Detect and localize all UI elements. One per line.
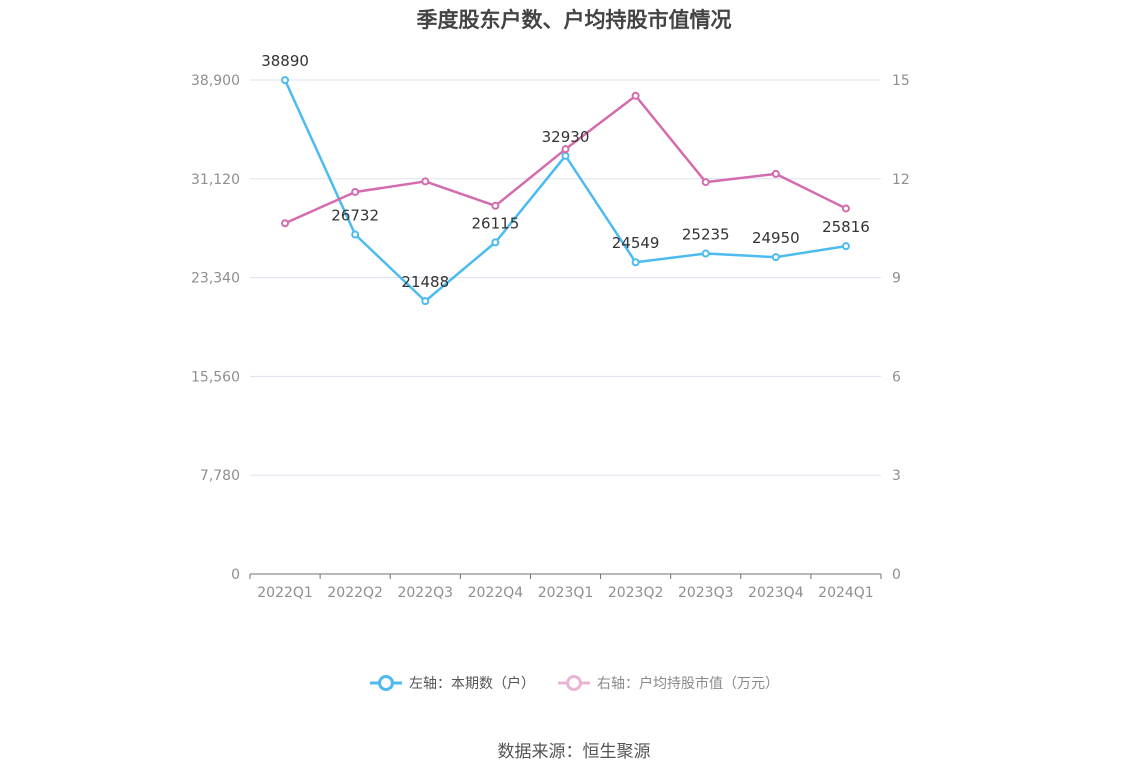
left-axis-tick-label: 0 (231, 567, 240, 583)
data-label: 25235 (682, 226, 730, 244)
data-point-1 (631, 258, 640, 267)
legend-swatch-holders-icon (370, 675, 402, 691)
data-label: 25816 (822, 218, 870, 236)
data-point-2 (631, 91, 640, 100)
left-axis-tick-label: 31,120 (191, 172, 240, 188)
data-point-1 (701, 249, 710, 258)
right-axis-tick-label: 3 (892, 468, 901, 484)
chart-title: 季度股东户数、户均持股市值情况 (416, 8, 732, 32)
x-axis-tick-label: 2022Q4 (468, 585, 524, 601)
data-point-2 (281, 219, 290, 228)
data-label: 32930 (542, 128, 590, 146)
x-axis-tick-label: 2023Q4 (748, 585, 804, 601)
data-label: 24950 (752, 229, 800, 247)
data-point-2 (421, 177, 430, 186)
left-axis-tick-label: 7,780 (200, 468, 240, 484)
source-note: 数据来源：恒生聚源 (497, 742, 651, 762)
left-axis-tick-label: 15,560 (191, 369, 240, 385)
x-axis-tick-label: 2023Q1 (538, 585, 594, 601)
data-label: 24549 (612, 234, 660, 252)
data-point-1 (561, 151, 570, 160)
data-point-2 (351, 187, 360, 196)
x-axis-tick-label: 2022Q2 (327, 585, 383, 601)
x-axis-tick-label: 2022Q1 (257, 585, 313, 601)
x-axis-tick-label: 2023Q3 (678, 585, 734, 601)
data-label: 38890 (261, 52, 309, 70)
right-axis-tick-label: 9 (892, 271, 901, 287)
data-point-1 (841, 242, 850, 251)
data-point-1 (281, 76, 290, 85)
data-point-1 (421, 297, 430, 306)
legend-swatch-avg-value-icon (558, 675, 590, 691)
right-axis-tick-label: 6 (892, 369, 901, 385)
legend-item-avg-value[interactable]: 右轴：户均持股市值（万元） (557, 673, 779, 693)
right-axis-tick-label: 12 (892, 172, 910, 188)
right-axis-tick-label: 0 (892, 567, 901, 583)
data-point-1 (351, 230, 360, 239)
right-axis-tick-label: 15 (892, 73, 910, 89)
legend: 左轴：本期数（户） 右轴：户均持股市值（万元） (0, 673, 1148, 693)
data-point-2 (491, 201, 500, 210)
data-label: 26115 (472, 214, 520, 232)
left-axis-tick-label: 38,900 (191, 73, 240, 89)
data-point-2 (701, 178, 710, 187)
data-point-2 (771, 169, 780, 178)
data-point-2 (561, 145, 570, 154)
data-point-1 (771, 253, 780, 262)
legend-item-holders[interactable]: 左轴：本期数（户） (369, 673, 535, 693)
data-point-1 (491, 238, 500, 247)
x-axis-tick-label: 2023Q2 (608, 585, 664, 601)
legend-label-holders: 左轴：本期数（户） (409, 676, 535, 692)
left-axis-tick-label: 23,340 (191, 271, 240, 287)
x-axis-tick-label: 2024Q1 (818, 585, 874, 601)
x-axis-tick-label: 2022Q3 (397, 585, 453, 601)
data-point-2 (841, 204, 850, 213)
data-label: 21488 (401, 273, 449, 291)
data-label: 26732 (331, 207, 379, 225)
legend-label-avg-value: 右轴：户均持股市值（万元） (597, 676, 779, 692)
